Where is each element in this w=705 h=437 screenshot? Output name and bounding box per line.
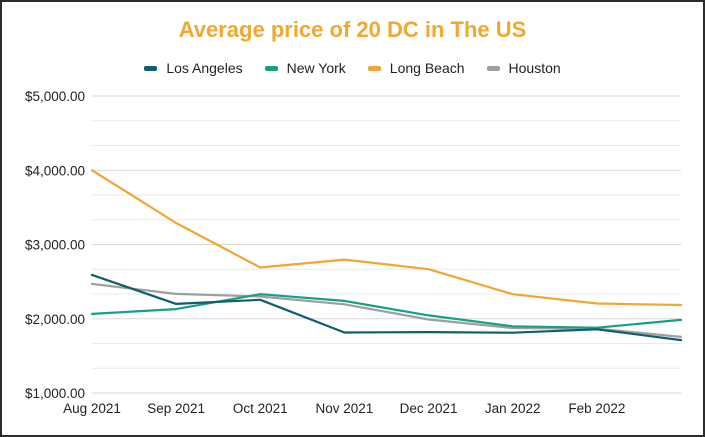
y-tick-label: $2,000.00 (25, 312, 85, 327)
gridlines (92, 95, 681, 394)
x-tick-label: Sep 2021 (147, 401, 205, 416)
y-axis: $1,000.00 $2,000.00 $3,000.00 $4,000.00 $5,0… (25, 89, 85, 401)
legend-swatch-long-beach (367, 65, 381, 71)
y-tick-label: $4,000.00 (25, 163, 85, 178)
legend-swatch-houston (486, 65, 500, 71)
legend-label-houston: Houston (508, 60, 561, 76)
legend-item-long-beach[interactable]: Long Beach (367, 59, 465, 77)
x-axis: Aug 2021 Sep 2021 Oct 2021 Nov 2021 Dec 2021… (63, 401, 625, 416)
x-tick-label: Aug 2021 (63, 401, 121, 416)
chart-title: Average price of 20 DC in The US (178, 17, 527, 42)
legend-label-new-york: New York (286, 60, 346, 76)
series-lines (90, 169, 683, 342)
series-line-new-york[interactable] (90, 293, 683, 329)
legend-item-los-angeles[interactable]: Los Angeles (144, 59, 243, 77)
series-line-los-angeles[interactable] (90, 273, 683, 342)
legend: Los Angeles New York Long Beach Houston (0, 59, 705, 77)
x-tick-label: Nov 2021 (316, 401, 374, 416)
x-tick-label: Dec 2021 (400, 401, 458, 416)
legend-label-los-angeles: Los Angeles (166, 60, 243, 76)
legend-swatch-los-angeles (144, 65, 158, 71)
x-tick-label: Oct 2021 (233, 401, 288, 416)
legend-item-new-york[interactable]: New York (264, 59, 346, 77)
legend-label-long-beach: Long Beach (389, 60, 465, 76)
x-tick-label: Jan 2022 (485, 401, 541, 416)
y-tick-label: $3,000.00 (25, 238, 85, 253)
legend-swatch-new-york (264, 65, 278, 71)
y-tick-label: $1,000.00 (25, 386, 85, 401)
y-tick-label: $5,000.00 (25, 89, 85, 104)
x-tick-label: Feb 2022 (568, 401, 625, 416)
series-line-long-beach[interactable] (90, 169, 683, 307)
legend-item-houston[interactable]: Houston (486, 59, 561, 77)
